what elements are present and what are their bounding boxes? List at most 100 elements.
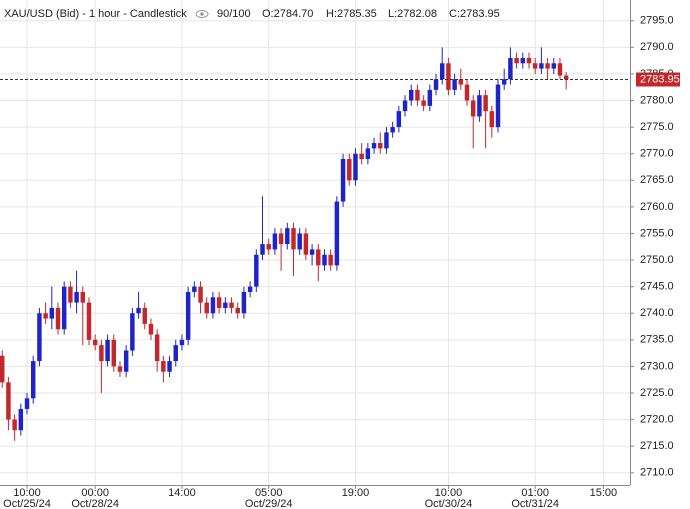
ohlc-high: H:2785.35 (326, 8, 377, 20)
candle-body (365, 148, 371, 160)
candle-body (446, 63, 451, 90)
y-tick-label: 2780.0 (640, 94, 674, 106)
ohlc-close: C:2783.95 (449, 8, 500, 20)
candle-body (130, 313, 135, 351)
y-tick-label: 2775.0 (640, 121, 674, 133)
candle-body (49, 307, 55, 319)
y-tick-label: 2735.0 (640, 334, 674, 346)
y-tick-label: 2715.0 (640, 440, 674, 452)
candle-body (489, 111, 495, 128)
y-tick-label: 2745.0 (640, 281, 674, 293)
candle-body (235, 307, 240, 314)
candle-body (266, 244, 271, 250)
candle-body (80, 291, 86, 303)
candle-body (291, 228, 296, 250)
candle-body (427, 89, 433, 106)
candle-body (495, 84, 501, 128)
candle-body (309, 249, 315, 255)
candle-body (464, 84, 470, 101)
candle-body (136, 307, 141, 314)
candle-body (30, 361, 36, 399)
candle-body (198, 286, 203, 303)
candle-body (557, 63, 563, 76)
candle-body (470, 100, 476, 117)
candle-body (353, 153, 358, 181)
candle-body (24, 398, 30, 409)
y-tick-label: 2720.0 (640, 413, 674, 425)
candle-body (378, 143, 383, 149)
candle-body (210, 297, 216, 314)
candle-body (563, 75, 569, 80)
axes: 2710.0 2715.0 2720.0 2725.0 2730.0 2735.0 2740… (3, 15, 680, 509)
candle-body (526, 57, 532, 64)
candle-body (55, 307, 61, 330)
candle-count: 90/100 (217, 8, 251, 20)
candle-body (322, 254, 327, 266)
candle-body (260, 244, 265, 255)
candle-body (433, 79, 439, 90)
candle-body (501, 79, 507, 85)
header: XAU/USD (Bid) - 1 hour - Candlestick 90/… (4, 8, 500, 20)
candle-body (18, 408, 24, 431)
last-price-box (636, 72, 680, 87)
candle-body (439, 63, 445, 80)
eye-icon (195, 10, 209, 18)
candle-body (192, 286, 197, 292)
x-tick-label: 10:00 (435, 487, 463, 499)
x-tick-label: 14:00 (168, 487, 196, 499)
x-tick-label: 01:00 (521, 487, 549, 499)
y-tick-label: 2765.0 (640, 174, 674, 186)
candle-body (68, 286, 73, 303)
x-tick-date: Oct/28/24 (71, 498, 119, 509)
x-tick-label: 10:00 (13, 487, 41, 499)
candle-body (303, 233, 309, 255)
candle-body (390, 127, 395, 133)
candle-body (37, 313, 42, 362)
x-tick-label: 05:00 (255, 487, 283, 499)
candle-body (285, 228, 290, 245)
candle-body (539, 63, 544, 69)
candle-body (334, 201, 340, 266)
candle-body (223, 302, 228, 308)
candle-body (117, 366, 123, 372)
candle-body (185, 291, 191, 340)
y-tick-label: 2710.0 (640, 467, 674, 479)
candle-body (359, 153, 364, 160)
candle-body (532, 63, 538, 69)
candle-body (247, 286, 253, 292)
candle-body (421, 100, 426, 106)
y-tick-label: 2740.0 (640, 307, 674, 319)
ohlc-low: L:2782.08 (388, 8, 437, 20)
y-tick-label: 2770.0 (640, 148, 674, 160)
candle-body (347, 159, 352, 181)
y-tick-label: 2725.0 (640, 387, 674, 399)
candle-body (99, 345, 104, 362)
x-tick-date: Oct/29/24 (245, 498, 293, 509)
y-tick-label: 2790.0 (640, 41, 674, 53)
candle-body (43, 313, 48, 319)
y-tick-label: 2760.0 (640, 201, 674, 213)
candle-body (74, 291, 79, 303)
x-tick-date: Oct/30/24 (425, 498, 473, 509)
y-tick-label: 2755.0 (640, 227, 674, 239)
candle-body (402, 100, 408, 112)
candle-body (0, 355, 5, 383)
candle-body (452, 79, 457, 90)
candle-body (229, 302, 234, 308)
candle-body (545, 63, 550, 69)
grid (0, 0, 630, 485)
candle-body (173, 345, 178, 362)
x-tick-date: Oct/25/24 (3, 498, 51, 509)
y-tick-label: 2795.0 (640, 15, 674, 27)
candle-body (551, 63, 557, 69)
candle-body (111, 339, 117, 367)
candle-body (12, 419, 17, 431)
y-tick-label: 2730.0 (640, 360, 674, 372)
candle-body (278, 233, 284, 245)
candle-body (123, 350, 129, 372)
chart-title: XAU/USD (Bid) - 1 hour - Candlestick (4, 8, 187, 20)
y-tick-label: 2750.0 (640, 254, 674, 266)
candle-body (483, 95, 488, 112)
candles (0, 47, 630, 441)
